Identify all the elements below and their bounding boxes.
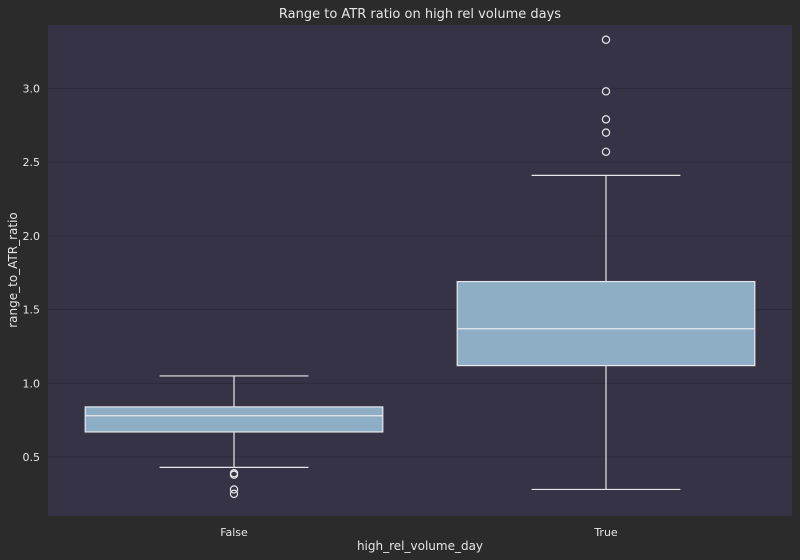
plot-area	[48, 25, 792, 516]
outlier-point	[601, 128, 611, 137]
chart-title: Range to ATR ratio on high rel volume da…	[279, 7, 561, 22]
outlier-point	[601, 35, 611, 44]
outlier-point	[601, 115, 611, 124]
outlier-point	[601, 87, 611, 96]
y-tick-label: 2.5	[23, 156, 41, 169]
y-tick-label: 0.5	[23, 451, 41, 464]
y-axis-label: range_to_ATR_ratio	[6, 212, 20, 328]
tick-labels: 0.5 1.0 1.5 2.0 2.5 3.0 False True	[23, 82, 618, 539]
x-axis-label: high_rel_volume_day	[357, 539, 483, 553]
x-tick-label: True	[593, 526, 618, 539]
box-group-true	[456, 35, 756, 491]
outlier-point	[229, 485, 239, 494]
y-tick-label: 2.0	[23, 230, 41, 243]
grid-lines	[48, 87, 792, 458]
outlier-point	[229, 489, 239, 499]
x-tick-label: False	[220, 526, 248, 539]
outlier-point	[601, 147, 611, 157]
iqr-box	[456, 280, 756, 367]
y-tick-label: 3.0	[23, 82, 41, 95]
iqr-box	[84, 406, 384, 433]
y-tick-label: 1.0	[23, 377, 41, 390]
box-group-false	[84, 375, 384, 499]
outlier-point	[229, 470, 239, 479]
y-tick-label: 1.5	[23, 304, 41, 317]
boxes	[84, 35, 756, 499]
